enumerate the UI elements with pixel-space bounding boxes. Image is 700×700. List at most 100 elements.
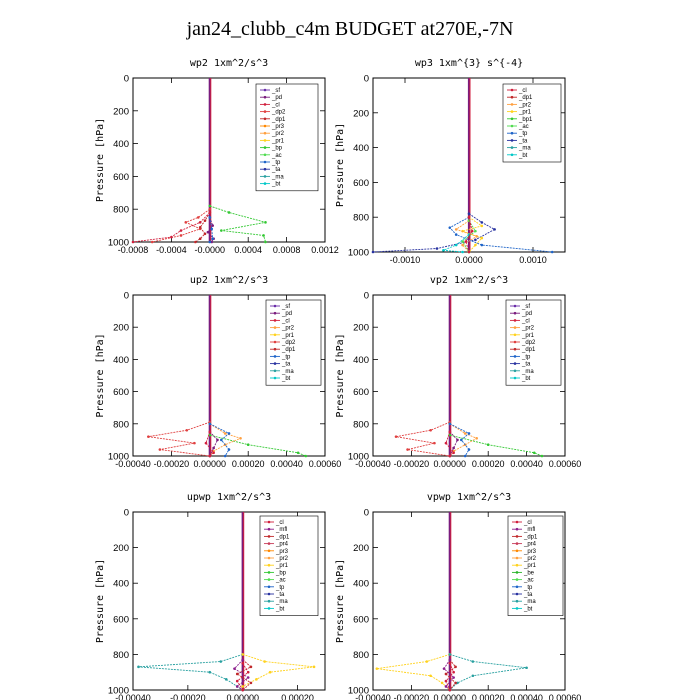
legend-label: _dp2 [281, 340, 296, 346]
legend-marker [263, 124, 267, 128]
legend-label: _bp1 [518, 117, 533, 123]
y-tick-label: 0 [124, 74, 129, 85]
series-point-ma [224, 678, 228, 681]
x-tick-label: -0.0010 [390, 255, 421, 265]
x-tick-label: 0.00040 [510, 693, 543, 700]
legend-label: _ma [271, 174, 284, 180]
legend-marker [263, 160, 267, 164]
legend-marker [515, 592, 519, 596]
series-line-mfl [443, 659, 455, 691]
legend-marker [267, 549, 271, 553]
series-point-pr1 [474, 243, 477, 247]
series-line-ma [449, 653, 527, 691]
x-tick-label: 0.00020 [281, 693, 314, 700]
legend-marker [263, 88, 267, 92]
y-tick-label: 200 [353, 108, 369, 119]
series-point-tp [448, 226, 452, 229]
x-tick-label: 0.00000 [434, 459, 467, 469]
legend-marker [515, 571, 519, 574]
series-point-pr1 [268, 670, 272, 674]
panel-title: wp3 1xm^{3} s^{-4} [415, 58, 523, 69]
legend-label: _ac [275, 578, 286, 584]
legend-label: _pd [521, 311, 532, 317]
series-point-tp [463, 454, 467, 458]
series-point-ma [208, 670, 212, 674]
series-point-pr2 [223, 432, 227, 435]
y-tick-label: 400 [353, 579, 369, 590]
series-point-cl [448, 430, 452, 434]
series-line-cl [445, 663, 455, 691]
series-point-tp [208, 216, 212, 219]
y-tick-label: 0 [124, 291, 129, 302]
legend-label: _tp [271, 160, 281, 166]
series-point-bp1 [246, 443, 250, 447]
series-point-dp2 [406, 448, 409, 451]
series-point-bp [264, 240, 267, 244]
series-point-cl [444, 679, 448, 683]
x-tick-label: 0.00000 [434, 693, 467, 700]
legend-marker [273, 340, 277, 344]
legend-label: _mfl [523, 527, 535, 533]
legend-marker [515, 520, 519, 524]
legend-label: _cl [275, 520, 284, 526]
y-tick-label: 600 [353, 387, 369, 398]
y-tick-label: 200 [353, 323, 369, 334]
series-point-pr1 [480, 224, 484, 228]
legend-label: _sf [281, 304, 290, 310]
series-line-pr1 [376, 653, 451, 691]
panel-3: up2 1xm^2/s^3 Pressure [hPa] 0 200 400 600 800… [95, 275, 341, 469]
y-tick-label: 400 [353, 355, 369, 366]
series-point-dp2 [208, 207, 212, 211]
y-tick-label: 1000 [348, 248, 369, 259]
series-point-cl [204, 441, 208, 445]
panel-title: vp2 1xm^2/s^3 [430, 275, 508, 286]
series-point-bt [442, 248, 445, 252]
legend-marker [263, 153, 267, 157]
legend-label: _dp1 [521, 347, 536, 353]
y-tick-label: 600 [113, 172, 129, 183]
legend-label: _pr1 [518, 110, 532, 116]
series-point-cl [208, 430, 212, 434]
legend-label: _pr1 [521, 333, 535, 339]
y-tick-label: 0 [364, 508, 369, 519]
series-point-bp1 [304, 454, 308, 458]
legend-label: _ma [281, 369, 294, 375]
series-point-tp [208, 240, 212, 244]
y-tick-label: 1000 [108, 452, 129, 463]
legend-marker [513, 376, 517, 380]
series-point-pr2 [454, 228, 458, 231]
legend-label: _dp1 [275, 534, 290, 540]
series-point-bp1 [296, 451, 300, 455]
series-point-pd [212, 446, 215, 450]
series-point-bp1 [540, 454, 544, 458]
series-point-pr2 [461, 243, 464, 247]
legend-label: _tp [523, 585, 533, 591]
series-point-cl [448, 688, 452, 692]
legend-label: _bp [275, 570, 287, 576]
series-point-cl [198, 221, 202, 224]
legend-marker [510, 124, 514, 128]
series-point-cl [208, 211, 212, 214]
y-tick-label: 600 [113, 614, 129, 625]
series-point-cl [208, 454, 212, 458]
legend-marker [263, 95, 267, 99]
series-point-tp [467, 448, 471, 451]
x-tick-label: 0.00040 [270, 459, 303, 469]
series-point-bp1 [448, 433, 452, 437]
plot-frame [372, 294, 566, 457]
legend-label: _ta [275, 592, 285, 598]
x-tick-label: 0.00060 [309, 459, 342, 469]
y-tick-label: 1000 [348, 686, 369, 697]
series-point-ta [480, 221, 484, 224]
series-point-dp1 [454, 665, 457, 669]
legend-label: _pr2 [518, 102, 532, 108]
y-tick-label: 400 [113, 355, 129, 366]
series-point-cl [448, 662, 452, 665]
legend-label: _ma [275, 599, 288, 605]
x-tick-label: 0.00000 [194, 459, 227, 469]
legend-marker [267, 571, 271, 574]
legend-label: _pr1 [523, 563, 537, 569]
series-point-dp1 [249, 681, 253, 685]
series-point-dp2 [193, 441, 196, 445]
series-point-dp2 [196, 216, 200, 219]
